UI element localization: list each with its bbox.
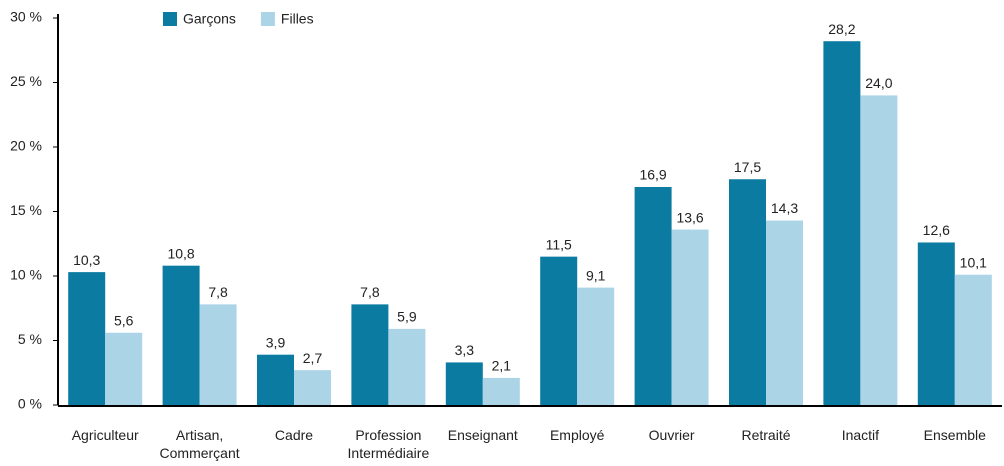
value-label: 5,6 [114, 312, 134, 328]
y-tick-label: 30 % [10, 9, 42, 25]
value-label: 10,3 [73, 252, 100, 268]
y-tick-label: 25 % [10, 73, 42, 89]
bar [823, 41, 861, 405]
bar [294, 370, 331, 405]
value-label: 5,9 [397, 309, 417, 325]
bar [68, 272, 106, 405]
value-label: 10,1 [960, 254, 987, 270]
x-tick-label: Profession Intermédiaire [347, 427, 430, 461]
bar [540, 256, 578, 405]
x-tick-label: Agriculteur [71, 427, 139, 443]
x-tick-label: Retraité [741, 427, 791, 443]
x-tick-label: Enseignant [447, 427, 518, 443]
x-tick-label: Ensemble [923, 427, 986, 443]
bar [954, 274, 992, 405]
bar [351, 304, 389, 405]
y-tick-label: 20 % [10, 138, 42, 154]
legend-swatch [260, 12, 275, 26]
y-tick-label: 0 % [18, 396, 42, 412]
value-label: 3,9 [266, 334, 286, 350]
value-label: 2,7 [303, 350, 323, 366]
bar [577, 287, 615, 405]
value-label: 11,5 [546, 236, 572, 252]
x-tick-label: Employé [549, 427, 605, 443]
bar [445, 362, 483, 405]
value-label: 28,2 [828, 21, 855, 37]
y-tick-label: 10 % [10, 267, 42, 283]
value-label: 7,8 [208, 284, 228, 300]
value-label: 24,0 [865, 75, 892, 91]
value-label: 2,1 [492, 358, 512, 374]
value-label: 16,9 [639, 167, 666, 183]
bar [199, 304, 237, 405]
bar [917, 242, 955, 405]
x-tick-label: Ouvrier [648, 427, 695, 443]
x-tick-label: Artisan, Commerçant [159, 427, 240, 461]
legend-label: Garçons [183, 11, 236, 27]
value-label: 13,6 [676, 209, 703, 225]
bar [257, 354, 294, 405]
bar [671, 229, 709, 405]
value-label: 10,8 [167, 245, 194, 261]
legend-label: Filles [281, 11, 314, 27]
bar [482, 377, 520, 405]
bar [388, 328, 426, 405]
x-tick-label: Cadre [274, 427, 314, 443]
value-label: 17,5 [734, 159, 761, 175]
bar [162, 265, 200, 405]
y-tick-label: 15 % [10, 202, 42, 218]
value-label: 7,8 [360, 284, 380, 300]
bar [105, 332, 143, 405]
value-label: 9,1 [586, 267, 606, 283]
bar [766, 220, 803, 405]
value-label: 12,6 [923, 222, 950, 238]
y-tick-label: 5 % [18, 331, 42, 347]
legend-swatch [163, 12, 177, 26]
bar [634, 186, 672, 405]
bar [860, 95, 898, 406]
x-tick-label: Inactif [841, 427, 880, 443]
value-label: 14,3 [771, 200, 798, 216]
value-label: 3,3 [455, 342, 475, 358]
bar [729, 179, 766, 405]
